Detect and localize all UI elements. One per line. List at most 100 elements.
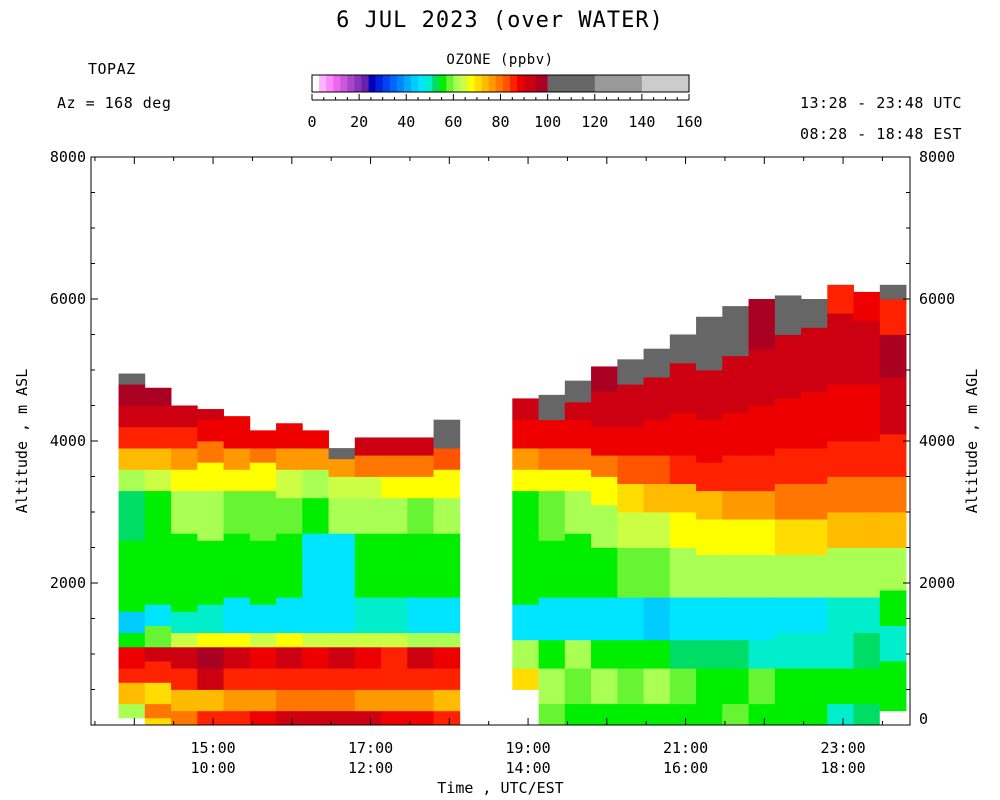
- ozone-cell-16-5: [591, 504, 618, 548]
- ozone-cell-8-7: [328, 497, 356, 534]
- ozone-cell-20-7: [696, 462, 723, 492]
- ozone-cell-6-2: [276, 668, 303, 690]
- ozone-cell-22-3: [748, 597, 776, 641]
- ozone-cell-27-1: [879, 689, 907, 712]
- colorbar-bin-32: [547, 75, 596, 92]
- ozone-cell-3-1: [197, 689, 224, 712]
- ozone-cell-7-3: [302, 646, 329, 669]
- ozone-cell-23-5: [774, 519, 802, 555]
- ozone-cell-7-0: [302, 710, 329, 726]
- ozone-cell-9-7: [354, 497, 382, 534]
- ozone-cell-15-3: [564, 597, 592, 641]
- ozone-cell-12-4: [433, 632, 461, 648]
- colorbar-bin-21: [460, 75, 468, 92]
- ozone-cell-6-9: [276, 448, 303, 470]
- ozone-cell-16-3: [591, 597, 618, 641]
- colorbar-bin-19: [446, 75, 454, 92]
- colorbar-bin-13: [403, 75, 412, 92]
- ozone-cell-13-6: [512, 448, 539, 470]
- ozone-cell-21-3: [722, 597, 749, 641]
- colorbar-bin-14: [410, 75, 419, 92]
- ozone-cell-8-8: [328, 476, 356, 499]
- ozone-cell-19-2: [669, 639, 697, 669]
- ozone-cell-26-6: [853, 476, 881, 513]
- ozone-cell-10-5: [381, 597, 408, 634]
- ozone-cell-22-10: [748, 299, 776, 350]
- ozone-cell-19-4: [669, 547, 697, 598]
- x-axis-label: Time , UTC/EST: [437, 779, 563, 797]
- ozone-cell-17-0: [617, 703, 644, 726]
- ozone-cell-17-8: [617, 426, 644, 456]
- local-time-range: 08:28 - 18:48 EST: [800, 125, 963, 143]
- y-left-tick-label: 2000: [50, 574, 86, 592]
- ozone-cell-17-2: [617, 639, 644, 669]
- ozone-cell-10-10: [381, 437, 408, 456]
- ozone-cell-0-2: [118, 682, 146, 705]
- colorbar-tick-label: 40: [397, 113, 415, 131]
- ozone-cell-0-8: [118, 490, 146, 541]
- colorbar-tick-label: 20: [350, 113, 368, 131]
- ozone-cell-14-8: [538, 419, 566, 449]
- colorbar-bin-15: [418, 75, 426, 92]
- ozone-cell-2-6: [171, 533, 198, 612]
- ozone-cell-0-14: [118, 373, 146, 385]
- ozone-cell-10-0: [381, 710, 408, 726]
- ozone-cell-16-6: [591, 476, 618, 506]
- ozone-cell-17-7: [617, 455, 644, 484]
- ozone-cell-14-2: [538, 639, 566, 669]
- colorbar-tick-label: 120: [581, 113, 608, 131]
- colorbar-bin-26: [495, 75, 504, 92]
- colorbar-bin-12: [396, 75, 405, 92]
- x-tick-label-utc: 21:00: [663, 739, 708, 757]
- colorbar-tick-label: 160: [675, 113, 702, 131]
- ozone-cell-18-9: [643, 377, 671, 421]
- ozone-cell-3-10: [197, 419, 224, 442]
- ozone-cell-21-9: [722, 355, 749, 413]
- ozone-cell-5-1: [249, 689, 277, 712]
- ozone-cell-19-6: [669, 483, 697, 513]
- ozone-cell-10-2: [381, 668, 408, 690]
- ozone-cell-5-9: [249, 448, 277, 463]
- ozone-cell-25-8: [827, 384, 854, 442]
- x-tick-label-utc: 23:00: [820, 739, 865, 757]
- ozone-cell-18-4: [643, 547, 671, 598]
- ozone-cell-20-1: [696, 668, 723, 705]
- ozone-cell-7-1: [302, 689, 329, 712]
- ozone-cell-7-6: [302, 533, 329, 598]
- ozone-cell-18-0: [643, 703, 671, 726]
- ozone-cell-8-2: [328, 668, 356, 690]
- colorbar-tick-label: 60: [444, 113, 462, 131]
- ozone-cell-9-4: [354, 632, 382, 648]
- ozone-cell-21-7: [722, 455, 749, 492]
- ozone-cell-27-2: [879, 661, 907, 690]
- ozone-cell-6-3: [276, 646, 303, 669]
- colorbar-bin-25: [488, 75, 497, 92]
- ozone-cell-6-6: [276, 533, 303, 598]
- ozone-cell-16-2: [591, 639, 618, 669]
- ozone-cell-5-2: [249, 668, 277, 690]
- colorbar-tick-label: 140: [628, 113, 655, 131]
- colorbar-bin-8: [368, 75, 376, 92]
- ozone-cell-1-4: [144, 646, 172, 662]
- ozone-cell-2-2: [171, 668, 198, 690]
- ozone-cell-3-0: [197, 710, 224, 726]
- colorbar-bin-22: [467, 75, 475, 92]
- colorbar-bin-5: [347, 75, 355, 92]
- ozone-cell-0-7: [118, 540, 146, 612]
- colorbar-bin-30: [524, 75, 537, 92]
- ozone-cell-25-5: [827, 512, 854, 548]
- ozone-cell-6-1: [276, 689, 303, 712]
- ozone-cell-15-2: [564, 639, 592, 669]
- ozone-cell-23-8: [774, 398, 802, 449]
- x-tick-label-local: 18:00: [820, 759, 865, 777]
- ozone-cell-0-10: [118, 448, 146, 470]
- colorbar-tick-label: 0: [307, 113, 316, 131]
- ozone-cell-16-9: [591, 391, 618, 428]
- ozone-cell-6-0: [276, 710, 303, 726]
- ozone-cell-23-2: [774, 632, 802, 669]
- ozone-cell-14-1: [538, 668, 566, 705]
- ozone-cell-15-6: [564, 469, 592, 492]
- ozone-cell-14-9: [538, 394, 566, 421]
- ozone-cell-2-3: [171, 646, 198, 669]
